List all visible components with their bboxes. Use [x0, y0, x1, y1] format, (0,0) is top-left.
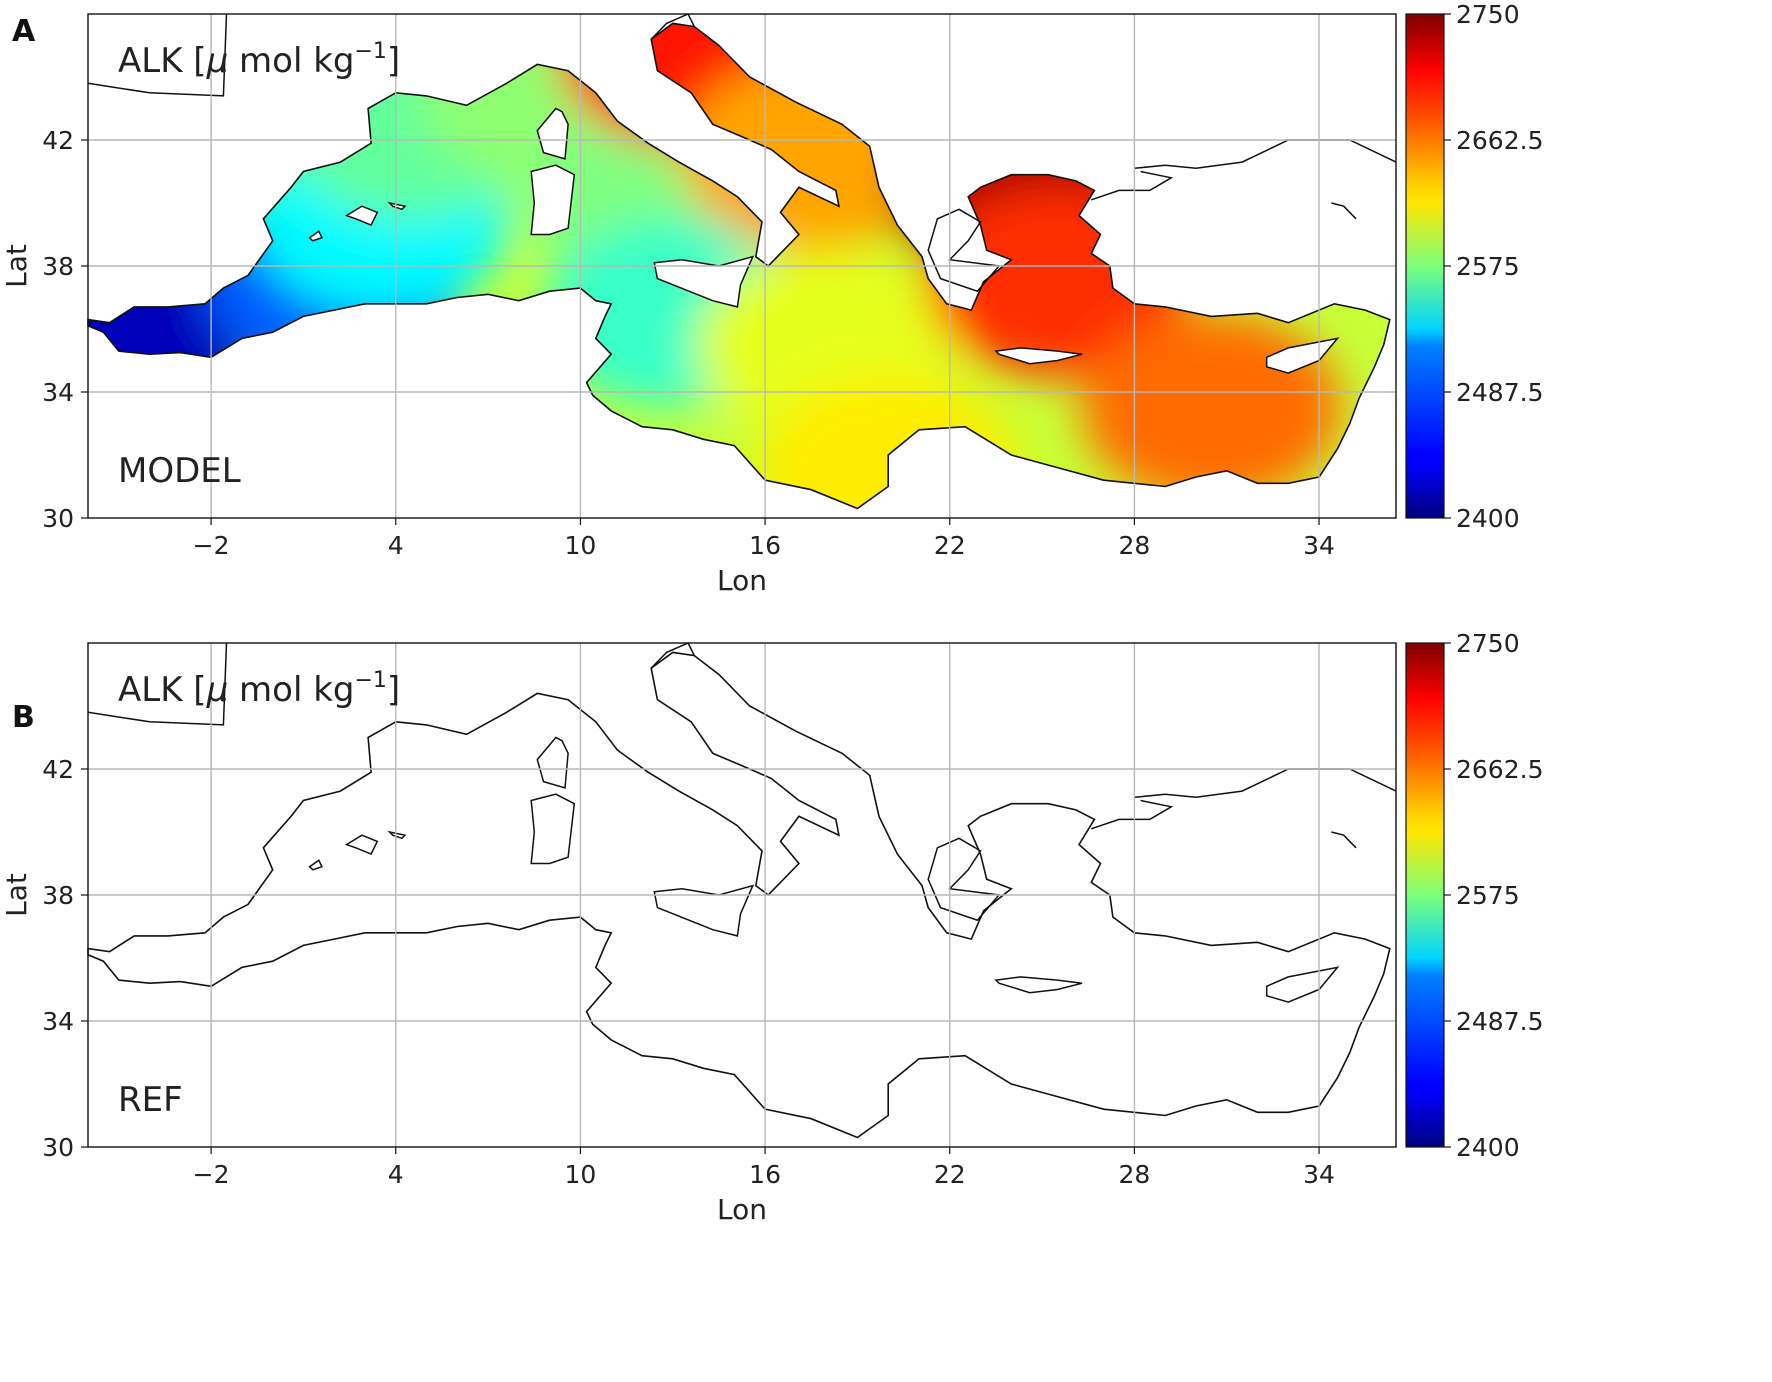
- x-tick-label: 34: [1303, 531, 1335, 560]
- island-1: [530, 164, 576, 236]
- island-6: [994, 347, 1083, 365]
- x-axis-label: Lon: [717, 1193, 767, 1226]
- colorbar-tick-label: 2400: [1456, 1133, 1520, 1162]
- x-tick-label: 4: [388, 1160, 404, 1189]
- x-tick-label: 16: [749, 531, 781, 560]
- colorbar-tick-label: 2400: [1456, 504, 1520, 533]
- x-tick-label: 28: [1118, 1160, 1150, 1189]
- island-2: [536, 107, 569, 160]
- outer-coast-0: [87, 642, 228, 726]
- field-label: ALK [μ mol kg−1]: [118, 39, 400, 81]
- colorbar-tick-label: 2487.5: [1456, 1007, 1543, 1036]
- y-tick-label: 42: [42, 755, 74, 784]
- colorbar-tick-label: 2750: [1456, 0, 1520, 29]
- island-4: [387, 830, 407, 840]
- y-tick-label: 30: [42, 1133, 74, 1162]
- x-tick-label: 22: [934, 1160, 966, 1189]
- outer-coast-3: [1091, 170, 1174, 201]
- y-axis-label: Lat: [0, 244, 33, 288]
- x-tick-label: 4: [388, 531, 404, 560]
- x-axis-label: Lon: [717, 564, 767, 597]
- x-tick-label: 34: [1303, 1160, 1335, 1189]
- outer-coast-1: [650, 13, 695, 40]
- colorbar-tick-label: 2662.5: [1456, 126, 1543, 155]
- y-tick-label: 30: [42, 504, 74, 533]
- island-6: [994, 976, 1083, 994]
- outer-coast-4: [1331, 202, 1357, 220]
- outer-coast-3: [1091, 799, 1174, 830]
- outer-coast-4: [1331, 831, 1357, 849]
- island-4: [387, 201, 407, 211]
- y-tick-label: 42: [42, 126, 74, 155]
- corner-label: REF: [118, 1080, 183, 1120]
- colorbar-tick-label: 2575: [1456, 881, 1520, 910]
- field-label: ALK [μ mol kg−1]: [118, 668, 400, 710]
- island-3: [344, 834, 379, 856]
- island-0: [653, 255, 755, 308]
- colorbar: [1405, 13, 1445, 519]
- panel-letter-b: B: [12, 700, 35, 735]
- panel-letter-a: A: [12, 14, 36, 49]
- island-2: [536, 736, 569, 789]
- colorbar-tick-label: 2575: [1456, 252, 1520, 281]
- y-tick-label: 38: [42, 252, 74, 281]
- colorbar-tick-label: 2487.5: [1456, 378, 1543, 407]
- x-tick-label: −2: [193, 531, 230, 560]
- colorbar-tick-label: 2750: [1456, 629, 1520, 658]
- colorbar-tick-label: 2662.5: [1456, 755, 1543, 784]
- island-5: [308, 230, 323, 242]
- y-axis-label: Lat: [0, 873, 33, 917]
- x-tick-label: −2: [193, 1160, 230, 1189]
- island-0: [653, 884, 755, 937]
- x-tick-label: 10: [565, 1160, 597, 1189]
- island-3: [344, 205, 379, 227]
- x-tick-label: 22: [934, 531, 966, 560]
- panel-b: −2 4 10 16 22 28 34 30 34 38 42 Lon Lat ALK [μ mol kg…: [0, 629, 1543, 1226]
- island-5: [308, 859, 323, 871]
- x-tick-label: 16: [749, 1160, 781, 1189]
- y-tick-label: 38: [42, 881, 74, 910]
- coastline: [87, 22, 1391, 510]
- x-tick-label: 28: [1118, 531, 1150, 560]
- corner-label: MODEL: [118, 451, 241, 491]
- outer-coast-0: [87, 13, 228, 97]
- panel-a: −2 4 10 16 22 28 34 30 34 38 42 Lon Lat ALK [μ mol kg…: [0, 0, 1543, 597]
- y-tick-label: 34: [42, 1007, 74, 1036]
- colorbar: [1405, 642, 1445, 1148]
- x-tick-label: 10: [565, 531, 597, 560]
- y-tick-label: 34: [42, 378, 74, 407]
- outer-coast-1: [650, 642, 695, 669]
- coastline: [87, 651, 1391, 1139]
- island-1: [530, 793, 576, 865]
